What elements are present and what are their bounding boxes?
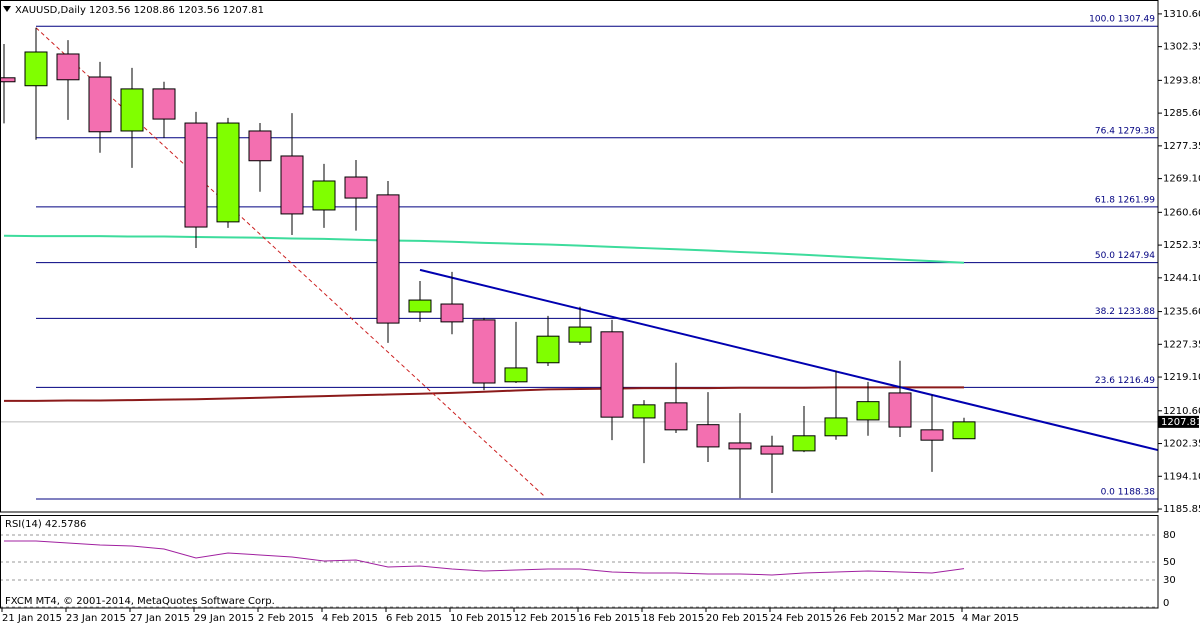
x-tick-label: 18 Feb 2015 xyxy=(642,613,704,624)
x-tick-label: 6 Feb 2015 xyxy=(386,613,442,624)
candle-body xyxy=(280,155,304,215)
y-tick-label: 1194.10 xyxy=(1163,471,1200,482)
candle-body xyxy=(440,303,464,323)
candle-body xyxy=(696,424,720,448)
candle-body xyxy=(664,402,688,431)
fib-label: 38.2 1233.88 xyxy=(1095,307,1155,317)
candle-body xyxy=(184,122,208,228)
y-tick-label: 30 xyxy=(1163,575,1176,586)
y-tick-label: 1210.60 xyxy=(1163,406,1200,417)
candle-body xyxy=(56,53,80,81)
candle-body xyxy=(888,392,912,428)
footnote: FXCM MT4, © 2001-2014, MetaQuotes Softwa… xyxy=(5,596,275,607)
x-tick-label: 27 Jan 2015 xyxy=(130,613,190,624)
candle-body xyxy=(824,417,848,437)
x-tick-label: 24 Feb 2015 xyxy=(770,613,832,624)
fib-label: 0.0 1188.38 xyxy=(1101,487,1156,497)
x-tick-label: 4 Feb 2015 xyxy=(322,613,378,624)
rsi-title: RSI(14) 42.5786 xyxy=(5,519,86,530)
trendline xyxy=(419,268,1158,452)
y-tick-label: 1277.35 xyxy=(1163,141,1200,152)
y-tick-label: 1260.60 xyxy=(1163,207,1200,218)
y-tick-label: 80 xyxy=(1163,530,1176,541)
candle-body xyxy=(376,194,400,324)
last-price-label: 1207.81 xyxy=(1161,417,1200,428)
y-tick-label: 1310.60 xyxy=(1163,9,1200,20)
fib-label: 76.4 1279.38 xyxy=(1095,126,1155,136)
last-price-box xyxy=(1158,415,1199,428)
menu-arrow[interactable] xyxy=(3,6,11,12)
moving-average xyxy=(4,386,964,402)
fib-label: 61.8 1261.99 xyxy=(1095,195,1155,205)
candle-body xyxy=(920,429,944,441)
rsi-plot xyxy=(0,534,1158,608)
candle-body xyxy=(568,326,592,343)
x-tick-label: 12 Feb 2015 xyxy=(514,613,576,624)
y-tick-label: 1244.10 xyxy=(1163,273,1200,284)
rsi-frame xyxy=(0,515,1159,609)
y-tick-label: 1219.10 xyxy=(1163,372,1200,383)
candle-body xyxy=(152,88,176,120)
y-tick-label: 1252.35 xyxy=(1163,240,1200,251)
candle-body xyxy=(792,435,816,452)
y-tick-label: 1235.60 xyxy=(1163,307,1200,318)
candle-body xyxy=(536,335,560,364)
x-tick-label: 16 Feb 2015 xyxy=(578,613,640,624)
candle-body xyxy=(408,299,432,313)
y-tick-label: 1269.10 xyxy=(1163,174,1200,185)
candle-body xyxy=(600,331,624,418)
candle-body xyxy=(120,88,144,132)
y-tick-label: 1185.85 xyxy=(1163,504,1200,515)
candle-body xyxy=(472,319,496,384)
candle-body xyxy=(856,401,880,421)
candle-body xyxy=(248,130,272,162)
x-tick-label: 10 Feb 2015 xyxy=(450,613,512,624)
y-tick-label: 1285.60 xyxy=(1163,108,1200,119)
x-tick-label: 2 Feb 2015 xyxy=(258,613,314,624)
x-tick-label: 4 Mar 2015 xyxy=(962,613,1019,624)
candle-body xyxy=(344,176,368,199)
candle-body xyxy=(0,77,16,83)
chart-title: XAUUSD,Daily 1203.56 1208.86 1203.56 120… xyxy=(15,5,264,16)
x-tick-label: 26 Feb 2015 xyxy=(834,613,896,624)
candle-body xyxy=(312,180,336,211)
x-tick-label: 23 Jan 2015 xyxy=(66,613,126,624)
candle-body xyxy=(728,442,752,450)
candle-body xyxy=(632,404,656,419)
candle-body xyxy=(504,367,528,383)
axes: 1310.60 1302.35 1293.85 1285.60 1277.35 1269.… xyxy=(1,9,1200,624)
x-tick-label: 29 Jan 2015 xyxy=(194,613,254,624)
fib-label: 50.0 1247.94 xyxy=(1095,251,1155,261)
y-tick-label: 1227.35 xyxy=(1163,339,1200,350)
y-tick-label: 1202.35 xyxy=(1163,439,1200,450)
main-plot: 100.0 1307.49 76.4 1279.38 61.8 1261.99 50.… xyxy=(0,15,1158,500)
x-tick-label: 20 Feb 2015 xyxy=(706,613,768,624)
candle-body xyxy=(952,421,976,440)
moving-average xyxy=(3,234,965,264)
x-tick-label: 2 Mar 2015 xyxy=(898,613,955,624)
main-frame xyxy=(0,0,1159,513)
y-tick-label: 1293.85 xyxy=(1163,75,1200,86)
candle-body xyxy=(88,76,112,133)
y-tick-label: 1302.35 xyxy=(1163,42,1200,53)
candle-body xyxy=(24,51,48,87)
candle-body xyxy=(216,122,240,223)
y-tick-label: 50 xyxy=(1163,557,1176,568)
fib-label: 23.6 1216.49 xyxy=(1095,376,1155,386)
x-tick-label: 21 Jan 2015 xyxy=(2,613,62,624)
candle-body xyxy=(760,445,784,455)
rsi-line xyxy=(4,540,965,576)
fib-label: 100.0 1307.49 xyxy=(1089,15,1155,25)
y-tick-label: 0 xyxy=(1163,598,1169,609)
